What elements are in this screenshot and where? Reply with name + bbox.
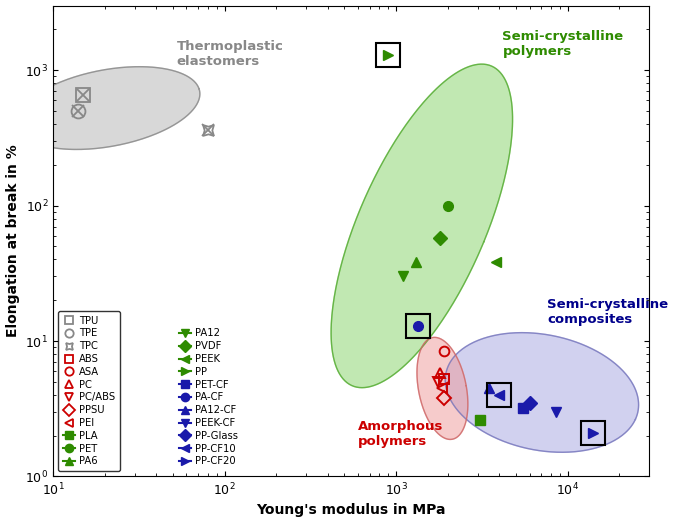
Polygon shape (445, 333, 638, 452)
Text: Semi-crystalline
polymers: Semi-crystalline polymers (503, 29, 623, 58)
Text: Semi-crystalline
composites: Semi-crystalline composites (547, 298, 668, 326)
Polygon shape (16, 67, 200, 150)
Text: Amorphous
polymers: Amorphous polymers (358, 419, 444, 448)
Text: Thermoplastic
elastomers: Thermoplastic elastomers (177, 40, 284, 69)
Y-axis label: Elongation at break in %: Elongation at break in % (5, 145, 20, 337)
Polygon shape (417, 337, 468, 439)
Legend: PA12, PVDF, PEEK, PP, PET-CF, PA-CF, PA12-CF, PEEK-CF, PP-Glass, PP-CF10, PP-CF2: PA12, PVDF, PEEK, PP, PET-CF, PA-CF, PA1… (174, 323, 243, 471)
X-axis label: Young's modulus in MPa: Young's modulus in MPa (256, 504, 446, 517)
Polygon shape (331, 64, 512, 388)
